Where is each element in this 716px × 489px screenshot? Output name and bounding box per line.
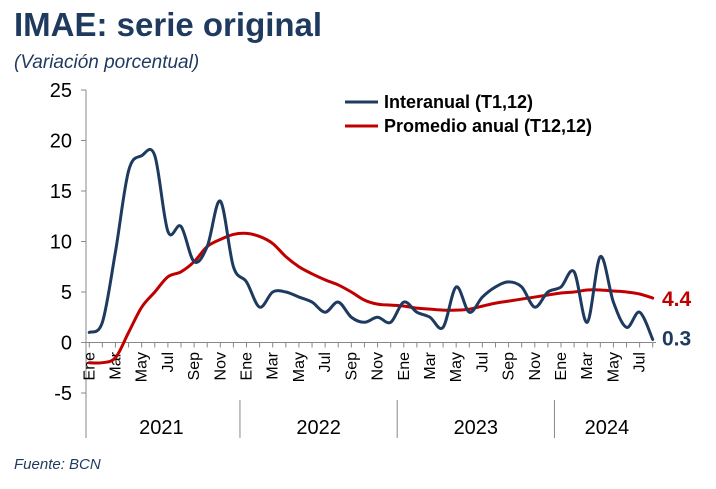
chart-axes <box>85 90 656 438</box>
x-tick-label: Mar <box>579 351 596 379</box>
year-label: 2021 <box>139 417 184 439</box>
year-label: 2023 <box>454 417 499 439</box>
end-label-promedio: 4.4 <box>662 288 692 311</box>
y-tick-label: 15 <box>50 181 72 203</box>
x-tick-label: Sep <box>343 352 360 381</box>
x-tick-label: Nov <box>212 352 229 380</box>
x-tick-label: Ene <box>81 352 98 381</box>
y-tick-label: 5 <box>61 282 72 304</box>
y-tick-label: 0 <box>61 333 72 355</box>
end-label-interanual: 0.3 <box>662 327 691 350</box>
x-tick-label: Mar <box>422 351 439 379</box>
x-tick-label: Nov <box>527 352 544 380</box>
year-label: 2024 <box>585 417 630 439</box>
x-tick-label: Jul <box>474 352 491 372</box>
x-tick-label: Ene <box>239 352 256 381</box>
chart-title: IMAE: serie original <box>14 6 323 43</box>
year-labels: 2021 2022 2023 2024 <box>85 400 630 439</box>
x-tick-label: May <box>448 352 465 382</box>
legend: Interanual (T1,12) Promedio anual (T12,12… <box>345 92 592 136</box>
x-axis-ticks: Ene Mar May Jul Sep Nov Ene Mar May Jul Sep Nov Ene M… <box>81 342 654 382</box>
x-tick-label: Ene <box>553 352 570 381</box>
y-tick-label: 10 <box>50 232 72 254</box>
end-labels: 0.3 4.4 <box>662 288 692 350</box>
chart-subtitle: (Variación porcentual) <box>14 52 200 73</box>
series-lines <box>87 148 655 365</box>
x-tick-label: Mar <box>265 351 282 379</box>
x-tick-label: Ene <box>396 352 413 381</box>
x-tick-label: Nov <box>370 352 387 380</box>
y-tick-label: 25 <box>50 80 72 102</box>
x-tick-label: Jul <box>632 352 649 372</box>
y-tick-label: -5 <box>54 383 72 405</box>
series-line-promedio <box>87 231 655 365</box>
series-line-interanual <box>87 148 655 341</box>
x-tick-label: May <box>134 352 151 382</box>
x-tick-label: Mar <box>107 351 124 379</box>
x-tick-label: May <box>605 352 622 382</box>
x-tick-label: Jul <box>317 352 334 372</box>
x-tick-label: Sep <box>186 352 203 381</box>
y-axis-ticks: -5 0 5 10 15 20 25 <box>50 80 86 405</box>
y-tick-label: 20 <box>50 131 72 153</box>
x-tick-label: Sep <box>501 352 518 381</box>
year-label: 2022 <box>296 417 341 439</box>
legend-entry-promedio: Promedio anual (T12,12) <box>384 116 592 136</box>
x-tick-label: May <box>291 352 308 382</box>
x-tick-label: Jul <box>160 352 177 372</box>
legend-entry-interanual: Interanual (T1,12) <box>384 92 533 112</box>
source-note: Fuente: BCN <box>14 456 101 473</box>
